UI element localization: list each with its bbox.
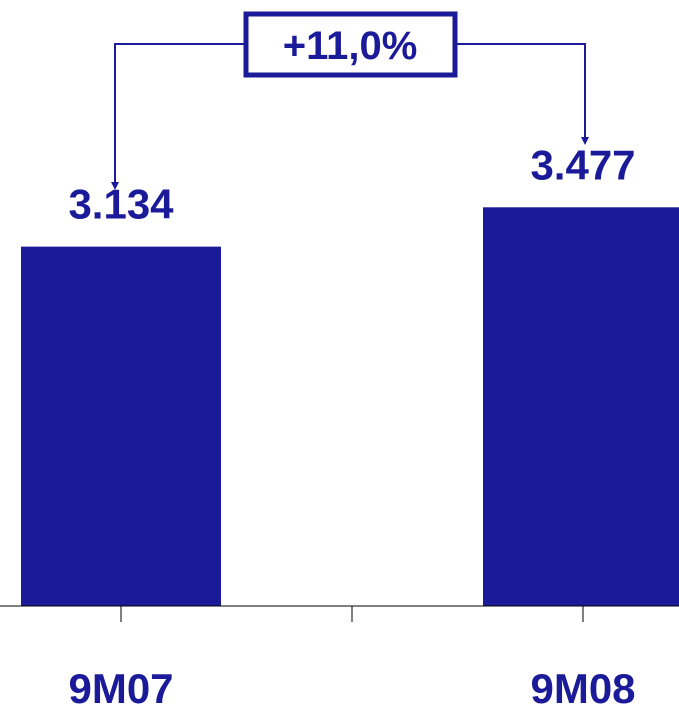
growth-annotation: +11,0% <box>111 11 589 190</box>
value-label: 3.477 <box>530 141 635 188</box>
category-label: 9M08 <box>530 665 635 704</box>
bars-group <box>21 207 679 606</box>
x-axis <box>0 605 679 622</box>
annotation-box <box>243 11 458 78</box>
annotation-connector-right <box>455 43 589 145</box>
value-label: 3.134 <box>68 181 174 228</box>
category-label: 9M07 <box>68 665 173 704</box>
value-labels-group: 3.134 3.477 <box>68 141 635 227</box>
annotation-connector-left <box>111 43 246 190</box>
category-labels-group: 9M07 9M08 <box>68 665 635 704</box>
bar-9m08 <box>483 207 679 606</box>
bar-9m07 <box>21 246 221 606</box>
annotation-label: +11,0% <box>283 24 418 68</box>
